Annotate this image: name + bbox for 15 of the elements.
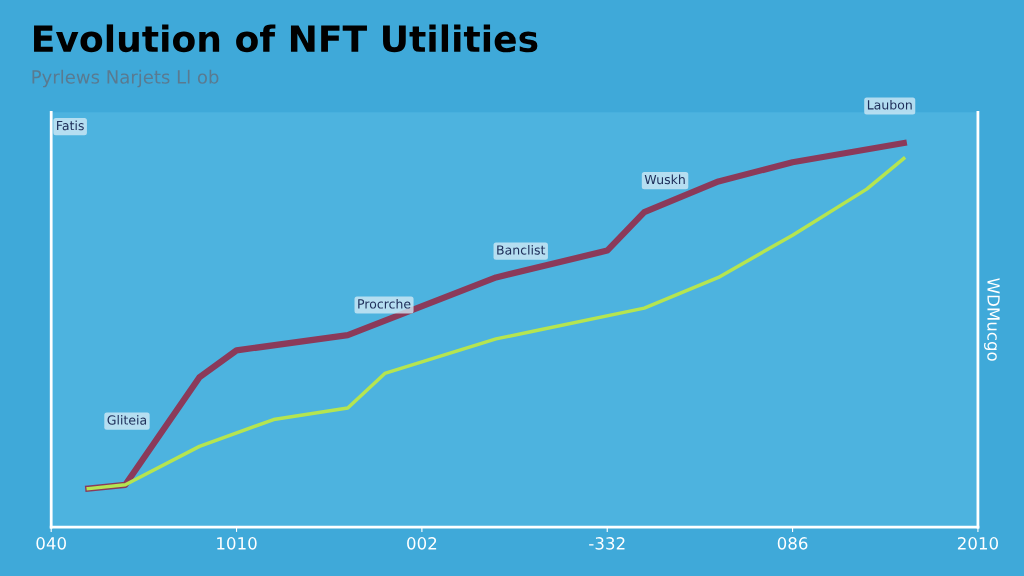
annotation: Wuskh — [644, 174, 685, 185]
x-tick-label: 086 — [777, 537, 808, 550]
chart-subtitle: Pyrlews Narjets Ll ob — [32, 69, 219, 88]
x-tick-label: 040 — [36, 537, 66, 550]
annotation: Gliteia — [107, 415, 147, 425]
x-tick-label: 1010 — [217, 537, 257, 550]
annotation: Procrche — [358, 298, 411, 309]
y-axis-title: WDMucgo — [984, 278, 1000, 361]
chart-title: Evolution of NFT Utilities — [34, 24, 538, 53]
x-tick-label: -332 — [589, 537, 625, 550]
text: Laubon — [867, 99, 912, 110]
annotation: Banclist — [497, 245, 546, 255]
x-tick-label: 002 — [407, 537, 437, 550]
x-tick-label: 2010 — [957, 537, 999, 550]
text: Fatis — [57, 120, 84, 131]
